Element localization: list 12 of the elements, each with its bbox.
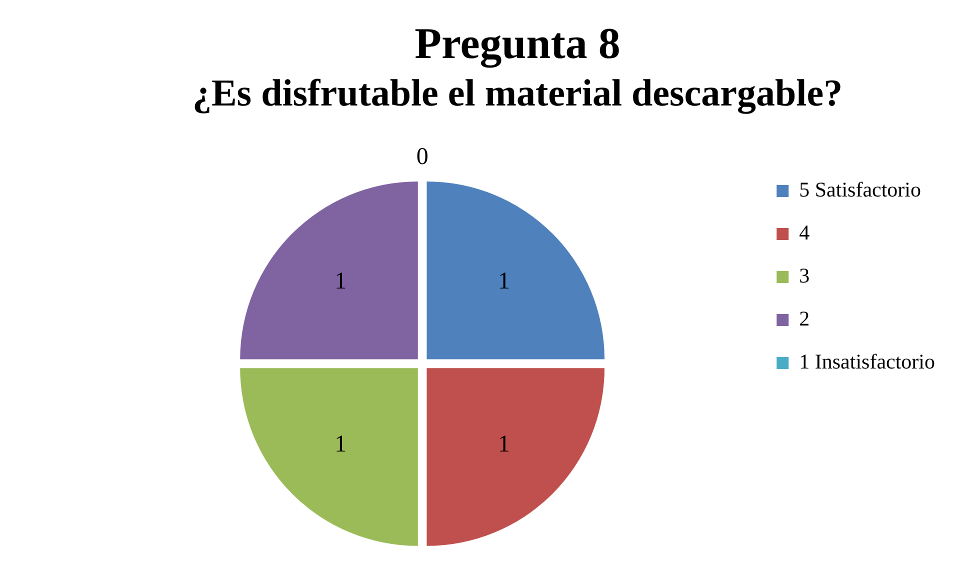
chart-subtitle: ¿Es disfrutable el material descargable?	[192, 72, 843, 114]
data-label: 1	[498, 268, 510, 294]
data-label: 1	[334, 268, 347, 294]
legend-label: 5 Satisfactorio	[799, 178, 922, 202]
data-label: 1	[498, 432, 510, 458]
data-label: 1	[334, 432, 347, 458]
legend-label: 1 Insatisfactorio	[799, 350, 935, 374]
legend-label: 3	[799, 264, 810, 288]
legend-label: 2	[799, 306, 810, 331]
chart-title: Pregunta 8	[414, 18, 620, 68]
text: 0	[416, 144, 428, 170]
legend-label: 4	[799, 220, 810, 245]
